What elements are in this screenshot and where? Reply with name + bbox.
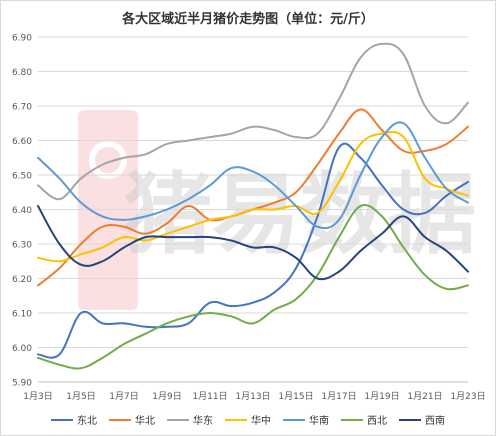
- x-tick-label: 1月15日: [278, 391, 313, 402]
- y-tick-label: 6.30: [12, 241, 32, 251]
- series-line-西南: [37, 205, 469, 281]
- legend-swatch: [225, 418, 247, 421]
- chart-title: 各大区域近半月猪价走势图（单位：元/斤）: [122, 12, 374, 27]
- series-line-东北: [37, 142, 469, 359]
- x-tick-label: 1月11日: [192, 391, 227, 402]
- x-tick-label: 1月21日: [407, 391, 442, 402]
- legend-swatch: [167, 418, 189, 421]
- x-tick-label: 1月9日: [152, 391, 181, 402]
- legend-label: 华南: [309, 416, 329, 427]
- chart-legend: 东北 华北 华东 华中 华南 西北 西南: [0, 412, 496, 427]
- x-tick-label: 1月13日: [235, 391, 270, 402]
- y-tick-label: 6.00: [12, 344, 32, 354]
- legend-item: 华东: [167, 412, 213, 427]
- x-tick-label: 1月19日: [364, 391, 399, 402]
- y-tick-label: 6.60: [12, 137, 32, 147]
- y-tick-label: 6.70: [12, 103, 32, 113]
- series-line-华中: [37, 130, 469, 263]
- y-tick-label: 6.90: [12, 34, 32, 44]
- y-tick-label: 6.20: [12, 275, 32, 285]
- legend-label: 华北: [135, 416, 155, 427]
- legend-swatch: [51, 418, 73, 421]
- legend-item: 华中: [225, 412, 271, 427]
- legend-item: 东北: [51, 412, 97, 427]
- y-tick-label: 5.90: [12, 379, 32, 389]
- x-tick-label: 1月3日: [23, 391, 52, 402]
- legend-item: 西南: [399, 412, 445, 427]
- series-line-华南: [37, 121, 469, 230]
- x-tick-label: 1月23日: [450, 391, 485, 402]
- legend-swatch: [109, 418, 131, 421]
- legend-label: 华中: [251, 416, 271, 427]
- y-tick-label: 6.10: [12, 310, 32, 320]
- legend-swatch: [341, 418, 363, 421]
- x-tick-label: 1月5日: [66, 391, 95, 402]
- legend-item: 华南: [283, 412, 329, 427]
- y-tick-label: 6.50: [12, 172, 32, 182]
- legend-swatch: [399, 418, 421, 421]
- legend-label: 华东: [193, 416, 213, 427]
- legend-item: 西北: [341, 412, 387, 427]
- x-tick-label: 1月17日: [321, 391, 356, 402]
- y-tick-label: 6.40: [12, 206, 32, 216]
- legend-label: 西北: [367, 416, 387, 427]
- legend-item: 华北: [109, 412, 155, 427]
- series-line-西北: [37, 204, 469, 370]
- x-tick-label: 1月7日: [109, 391, 138, 402]
- series-line-华东: [37, 42, 469, 201]
- legend-label: 东北: [77, 416, 97, 427]
- legend-swatch: [283, 418, 305, 421]
- y-tick-label: 6.80: [12, 68, 32, 78]
- legend-label: 西南: [425, 416, 445, 427]
